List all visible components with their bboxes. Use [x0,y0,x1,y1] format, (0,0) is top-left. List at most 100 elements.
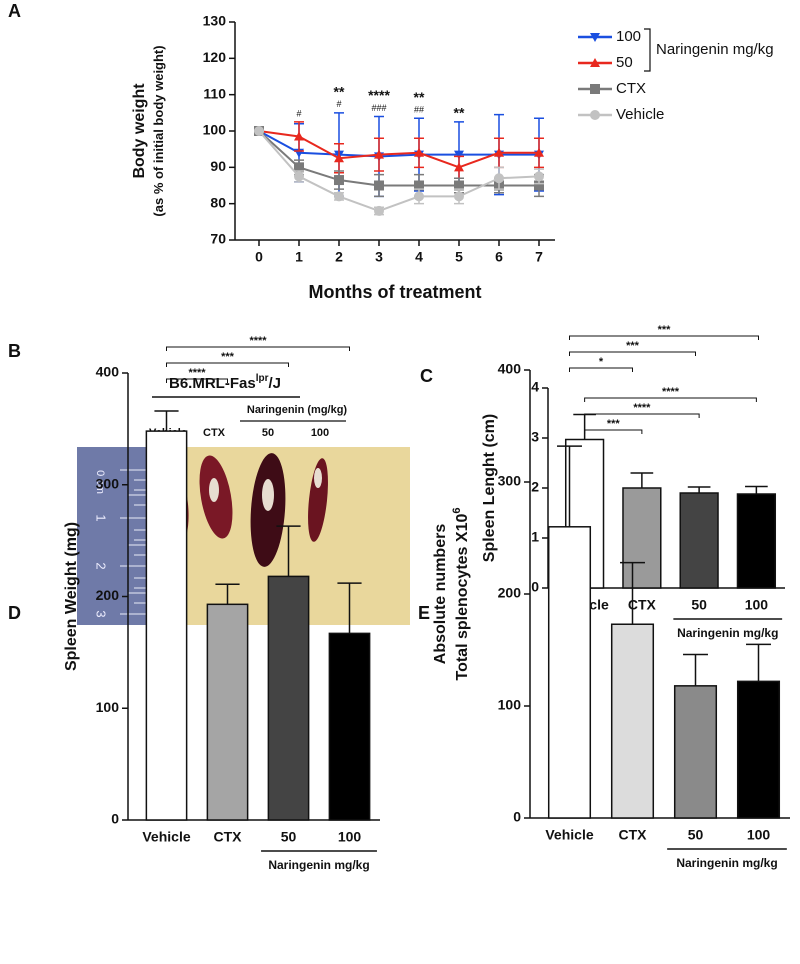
marker [374,205,384,216]
legend-marker [590,58,600,67]
legend-label: 100 [616,28,641,45]
marker [334,175,344,186]
marker [534,171,544,182]
legend-label: Vehicle [616,106,664,123]
y-tick-label: 0 [111,811,119,827]
annotation: ### [371,103,386,113]
marker [534,147,544,157]
annotation: # [296,108,301,118]
bar [145,430,188,821]
y-axis-label: Spleen Lenght (cm) [481,414,498,562]
y-tick-label: 80 [210,194,226,210]
y-tick-label: 100 [96,699,120,715]
y-tick-label: 2 [531,479,539,495]
x-tick-label: 1 [295,249,303,265]
marker [294,171,304,182]
annotation: ** [414,89,425,105]
significance-label: *** [626,340,640,352]
spleen [308,458,328,542]
marker [254,126,264,136]
bar [610,623,655,819]
y-tick-label: 200 [498,585,522,601]
x-tick-label: 2 [335,249,343,265]
legend-marker [590,110,600,120]
marker [534,180,544,191]
y-tick-label: 0 [513,809,521,825]
significance-label: * [599,356,604,368]
bar [547,526,592,819]
y-tick-label: 90 [210,158,226,174]
x-tick-label: 100 [745,597,769,613]
y-label-text: Spleen Lenght (cm) [481,414,498,562]
bar [328,632,371,821]
ruler-label: 3 [94,610,109,617]
marker [454,191,464,202]
y-tick-label: 4 [531,379,539,395]
y-axis-label: Spleen Weight (mg) [63,522,80,671]
x-tick-label: 100 [338,829,362,845]
y-axis-label: (as % of initial body weight) [151,45,166,216]
x-tick-label: 100 [747,827,771,843]
y-tick-label: 400 [96,364,120,380]
error-bar [557,445,582,527]
marker [414,191,424,202]
error-bar [683,653,708,686]
legend-label: 50 [616,54,633,71]
bar [622,487,662,589]
ruler-label: 1 [94,514,109,521]
error-bar [620,561,645,625]
y-label-text: Body weight [131,83,148,179]
error-bar [745,485,768,494]
significance-bracket [569,351,696,356]
marker [494,147,504,157]
significance-bracket [166,346,350,351]
y-tick-label: 130 [203,13,227,29]
lane-label: CTX [203,427,226,439]
panel-label: C [420,366,433,386]
y-label-text: Total splenocytes X10 [454,514,471,681]
x-tick-label: 5 [455,249,463,265]
significance-bracket [166,378,228,383]
annotation: # [336,99,341,109]
x-tick-label: CTX [619,827,648,843]
annotation: ** [454,105,465,121]
error-bar [337,582,362,634]
y-tick-label: 300 [96,475,120,491]
y-tick-label: 200 [96,587,120,603]
group-label: Naringenin mg/kg [268,858,369,872]
marker [334,191,344,202]
ruler-label: 2 [94,562,109,569]
annotation: ## [414,105,424,115]
marker [454,162,464,172]
y-tick-label: 300 [498,473,522,489]
x-tick-label: 7 [535,249,543,265]
x-tick-label: 0 [255,249,263,265]
x-axis-label: Months of treatment [309,282,482,302]
y-tick-label: 100 [498,697,522,713]
y-tick-label: 1 [531,529,539,545]
legend-marker [590,84,600,94]
ruler-label: 0 cm [94,470,106,494]
y-tick-label: 100 [203,122,227,138]
title-suffix: /J [268,375,281,392]
significance-bracket [569,367,633,372]
y-tick-label: 110 [203,85,226,101]
error-bar [630,472,654,488]
error-bar [215,583,240,605]
marker [454,180,464,191]
fat-tissue [314,468,322,488]
y-label-text: (as % of initial body weight) [151,45,166,216]
y-axis-label: Absolute numbers [432,524,449,665]
error-bar [687,486,711,493]
y-tick-label: 0 [531,579,539,595]
significance-bracket [584,413,700,418]
significance-bracket [166,362,289,367]
significance-bracket [584,429,643,434]
bar [736,680,781,819]
marker [374,180,384,191]
significance-label: **** [662,386,680,398]
bar [673,685,718,819]
bar [736,493,777,589]
lane-label: 100 [311,427,329,439]
